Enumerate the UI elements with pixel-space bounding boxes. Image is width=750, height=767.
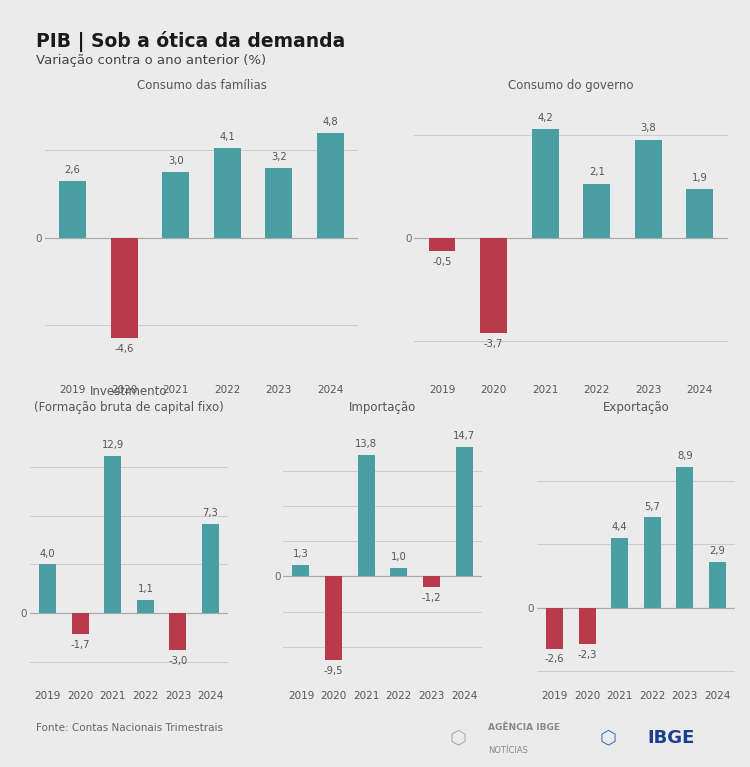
Bar [429, 238, 455, 251]
Bar [709, 561, 726, 607]
Title: Exportação: Exportação [602, 401, 669, 414]
Bar [162, 173, 189, 238]
Text: 2,6: 2,6 [64, 165, 80, 175]
Text: 5,7: 5,7 [644, 502, 660, 512]
Text: 2,9: 2,9 [710, 546, 725, 556]
Text: -9,5: -9,5 [324, 666, 344, 676]
Bar [546, 607, 563, 649]
Bar [59, 181, 86, 238]
Bar [635, 140, 662, 238]
Bar [170, 614, 187, 650]
Text: Fonte: Contas Nacionais Trimestrais: Fonte: Contas Nacionais Trimestrais [36, 723, 223, 732]
Bar [676, 467, 694, 607]
Text: IBGE: IBGE [647, 729, 694, 747]
Text: AGÊNCIA IBGE: AGÊNCIA IBGE [488, 723, 560, 732]
Text: 7,3: 7,3 [202, 509, 218, 518]
Text: PIB | Sob a ótica da demanda: PIB | Sob a ótica da demanda [36, 31, 345, 51]
Text: -3,7: -3,7 [484, 340, 503, 350]
Text: ⬡: ⬡ [450, 729, 467, 748]
Bar [202, 524, 219, 614]
Text: 13,8: 13,8 [356, 439, 377, 449]
Bar [214, 148, 241, 238]
Text: ⬡: ⬡ [600, 729, 617, 748]
Bar [104, 456, 122, 614]
Text: -1,2: -1,2 [422, 593, 441, 603]
Text: NOTÍCIAS: NOTÍCIAS [488, 746, 528, 755]
Bar [390, 568, 407, 577]
Bar [644, 518, 661, 607]
Bar [39, 565, 56, 614]
Text: 1,3: 1,3 [293, 549, 309, 559]
Bar [578, 607, 596, 644]
Title: Investimento
(Formação bruta de capital fixo): Investimento (Formação bruta de capital … [34, 385, 224, 414]
Bar [317, 133, 344, 238]
Title: Importação: Importação [349, 401, 416, 414]
Bar [71, 614, 88, 634]
Text: 1,9: 1,9 [692, 173, 708, 183]
Bar [358, 455, 375, 577]
Text: 8,9: 8,9 [677, 451, 693, 461]
Text: 4,1: 4,1 [220, 132, 236, 142]
Text: -2,6: -2,6 [544, 654, 564, 664]
Text: -3,0: -3,0 [168, 656, 188, 666]
Text: 4,0: 4,0 [40, 548, 56, 558]
Text: 3,8: 3,8 [640, 123, 656, 133]
Bar [325, 577, 342, 660]
Title: Consumo das famílias: Consumo das famílias [136, 79, 266, 92]
Bar [611, 538, 628, 607]
Text: -0,5: -0,5 [433, 257, 451, 267]
Text: -2,3: -2,3 [578, 650, 597, 660]
Bar [480, 238, 507, 333]
Text: 12,9: 12,9 [101, 440, 124, 450]
Text: 4,4: 4,4 [612, 522, 628, 532]
Bar [455, 447, 472, 577]
Text: -1,7: -1,7 [70, 640, 90, 650]
Bar [423, 577, 440, 587]
Bar [292, 565, 310, 577]
Text: Variação contra o ano anterior (%): Variação contra o ano anterior (%) [36, 54, 266, 67]
Bar [686, 189, 713, 238]
Text: 4,2: 4,2 [537, 114, 553, 123]
Text: 2,1: 2,1 [589, 167, 604, 177]
Text: 14,7: 14,7 [453, 431, 475, 441]
Title: Consumo do governo: Consumo do governo [509, 79, 634, 92]
Bar [584, 183, 610, 238]
Bar [532, 130, 559, 238]
Text: 4,8: 4,8 [322, 117, 338, 127]
Text: 3,0: 3,0 [168, 156, 184, 166]
Text: 1,1: 1,1 [137, 584, 153, 594]
Bar [136, 600, 154, 614]
Bar [111, 238, 137, 338]
Text: -4,6: -4,6 [115, 344, 134, 354]
Text: 3,2: 3,2 [271, 152, 286, 162]
Bar [266, 168, 292, 238]
Text: 1,0: 1,0 [391, 551, 406, 561]
